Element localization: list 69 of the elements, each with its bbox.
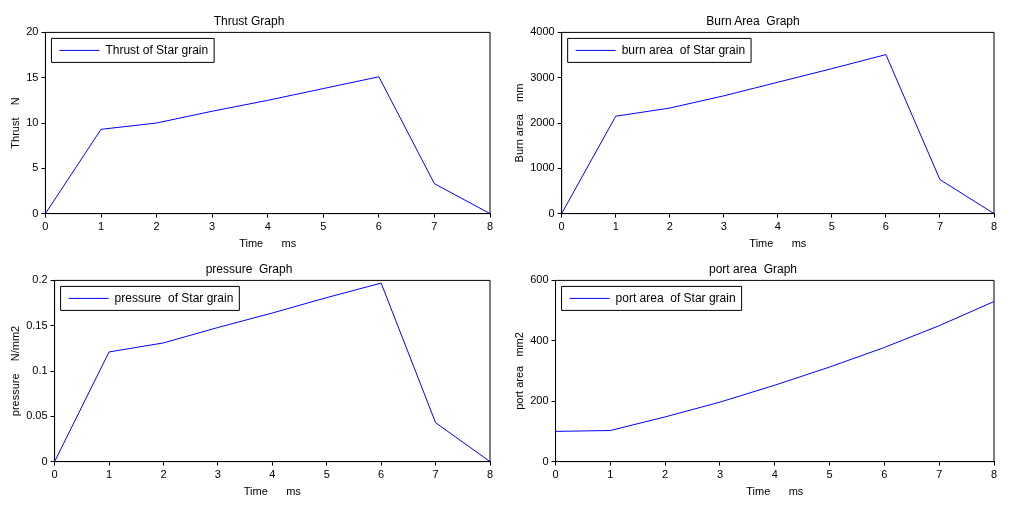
x-tick-label: 4 [264,220,271,233]
y-tick-label: 20 [26,25,39,38]
y-tick-label: 0 [548,206,555,219]
x-tick-label: 5 [320,220,327,233]
legend-label: Thrust of Star grain [105,42,209,57]
x-tick-label: 0 [51,468,58,481]
x-tick-label: 8 [486,220,494,233]
x-tick-label: 4 [269,468,276,481]
x-axis-title: Time ms [239,237,297,250]
y-axis-title: pressure N/mm2 [8,325,21,417]
x-tick-label: 8 [486,468,494,481]
y-axis-title: Burn area mm [512,83,525,163]
x-tick-label: 5 [828,220,835,233]
x-axis-title: Time ms [749,237,807,250]
x-tick-label: 1 [97,220,105,233]
x-axis-title: Time ms [746,485,804,498]
y-tick-label: 4000 [530,25,555,38]
y-tick-label: 0.1 [32,364,48,377]
y-tick-label: 0.2 [32,273,48,286]
x-tick-label: 5 [826,468,833,481]
y-tick-label: 15 [26,70,39,83]
x-tick-label: 3 [209,220,216,233]
legend-label: port area of Star grain [615,290,736,305]
y-tick-label: 0.05 [26,409,48,422]
y-tick-label: 10 [26,116,39,129]
y-tick-label: 0 [41,454,48,467]
x-tick-label: 7 [936,468,943,481]
y-tick-label: 3000 [530,70,555,83]
chart-title: pressure Graph [205,261,293,276]
chart-title: port area Graph [708,261,798,276]
x-tick-label: 3 [214,468,221,481]
x-tick-label: 8 [990,468,998,481]
x-axis-title: Time ms [243,485,302,498]
y-axis-title: Thrust N [8,97,21,149]
x-tick-label: 7 [432,468,439,481]
x-tick-label: 4 [774,220,781,233]
x-tick-label: 2 [662,468,669,481]
chart-title: Burn Area Graph [706,13,800,28]
x-tick-label: 0 [558,220,565,233]
y-tick-label: 200 [530,394,549,407]
x-tick-label: 3 [716,468,724,481]
x-tick-label: 6 [881,468,888,481]
legend-label: pressure of Star grain [114,290,234,305]
x-tick-label: 4 [771,468,778,481]
x-tick-label: 6 [378,468,385,481]
x-tick-label: 7 [936,220,944,233]
x-tick-label: 3 [720,220,727,233]
x-tick-label: 6 [882,220,889,233]
y-tick-label: 2000 [530,116,555,129]
y-tick-label: 400 [530,333,549,346]
legend-label: burn area of Star grain [621,42,746,57]
x-tick-label: 2 [153,220,160,233]
x-tick-label: 8 [990,220,998,233]
x-tick-label: 1 [612,220,619,233]
y-tick-label: 600 [530,273,549,286]
y-tick-label: 1000 [530,161,555,174]
y-tick-label: 5 [32,161,39,174]
x-tick-label: 6 [375,220,382,233]
y-axis-title: port area mm2 [512,332,525,410]
y-tick-label: 0 [32,206,39,219]
x-tick-label: 7 [431,220,438,233]
y-tick-label: 0 [542,454,549,467]
chart-title: Thrust Graph [213,13,285,28]
y-tick-label: 0.15 [26,318,48,331]
x-tick-label: 2 [160,468,167,481]
x-tick-label: 2 [666,220,673,233]
x-tick-label: 1 [607,468,614,481]
x-tick-label: 5 [323,468,330,481]
x-tick-label: 1 [105,468,113,481]
